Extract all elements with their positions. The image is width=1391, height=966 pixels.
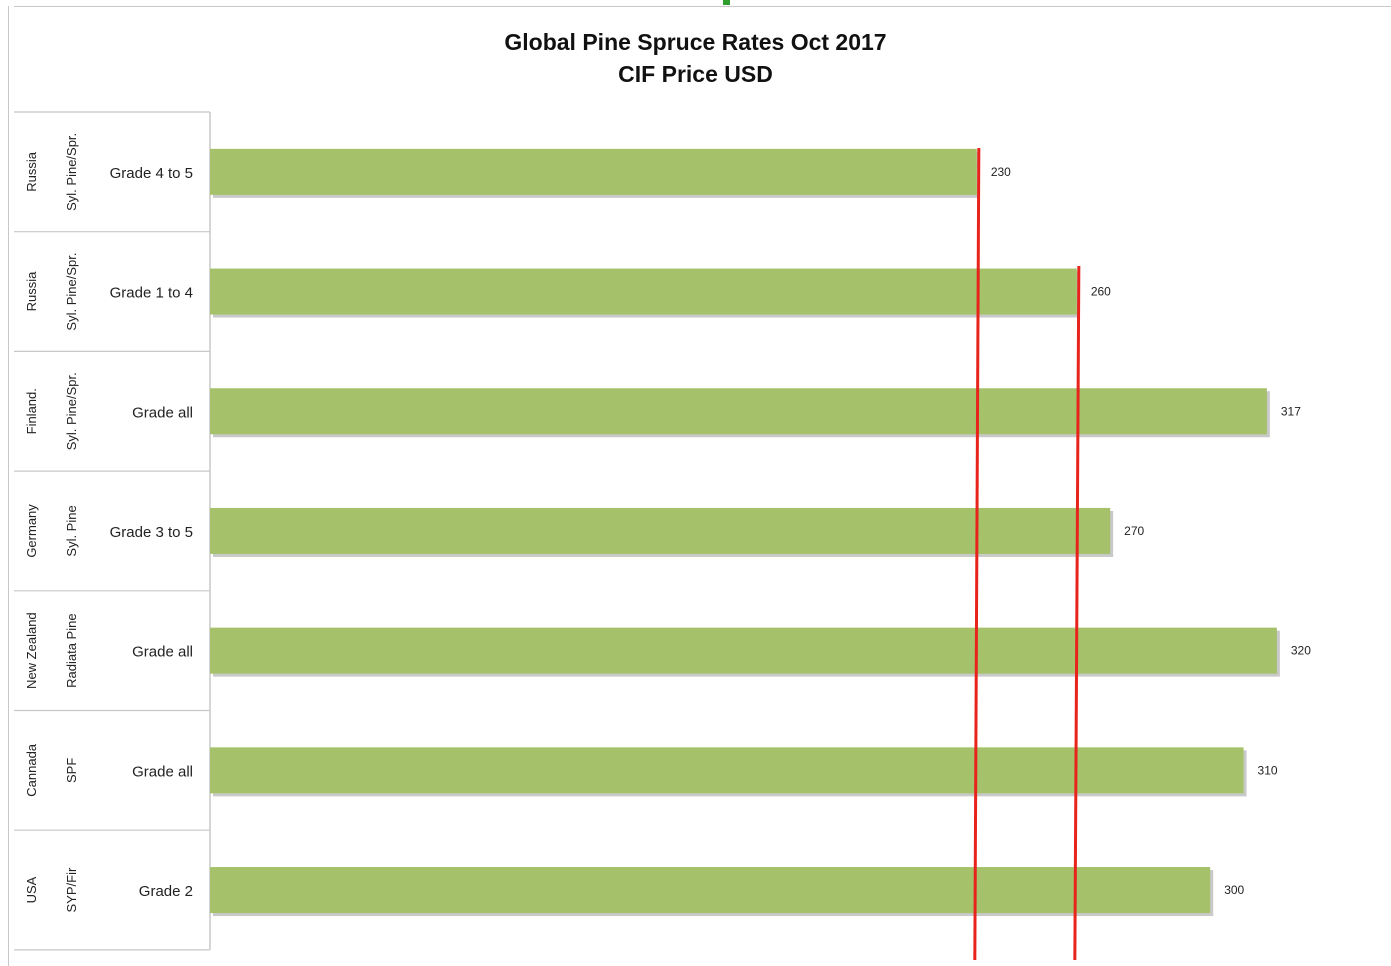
reference-line: [973, 147, 981, 961]
category-species-label: Syl. Pine/Spr.: [64, 133, 79, 211]
data-label: 230: [991, 165, 1011, 179]
bar: [210, 747, 1244, 794]
category-country-label: Cannada: [24, 743, 39, 797]
category-species-label: Syl. Pine: [64, 505, 79, 556]
category-grade-label: Grade all: [132, 763, 193, 780]
chart-title-block: Global Pine Spruce Rates Oct 2017 CIF Pr…: [0, 26, 1391, 90]
bar: [210, 867, 1211, 914]
category-grade-label: Grade 1 to 4: [110, 285, 193, 302]
category-species-label: Syl. Pine/Spr.: [64, 372, 79, 450]
category-country-label: Russia: [24, 151, 39, 192]
category-country-label: Finland.: [24, 388, 39, 434]
frame-left-border: [8, 6, 9, 966]
bar: [210, 148, 977, 195]
category-grade-label: Grade 3 to 5: [110, 524, 193, 541]
data-label: 317: [1281, 404, 1301, 418]
data-label: 270: [1124, 524, 1144, 538]
bar: [210, 268, 1077, 315]
category-grade-label: Grade 2: [139, 883, 193, 900]
category-species-label: Radiata Pine: [64, 613, 79, 687]
chart-title: Global Pine Spruce Rates Oct 2017: [504, 29, 887, 55]
category-grade-label: Grade all: [132, 404, 193, 421]
chart-subtitle: CIF Price USD: [618, 61, 773, 87]
data-label: 300: [1224, 883, 1244, 897]
frame-top-border: [14, 6, 1391, 7]
data-label: 310: [1258, 763, 1278, 777]
category-country-label: Russia: [24, 271, 39, 312]
bar: [210, 507, 1111, 554]
bar: [210, 388, 1267, 435]
selection-marker: [723, 0, 730, 5]
data-label: 260: [1091, 285, 1111, 299]
category-species-label: SYP/Fir: [64, 867, 79, 912]
category-species-label: SPF: [64, 758, 79, 783]
category-grade-label: Grade all: [132, 644, 193, 661]
category-country-label: New Zealand: [24, 612, 39, 689]
reference-line: [1073, 265, 1081, 961]
bar: [210, 627, 1277, 674]
category-country-label: USA: [24, 876, 39, 903]
category-grade-label: Grade 4 to 5: [110, 165, 193, 182]
data-label: 320: [1291, 644, 1311, 658]
category-species-label: Syl. Pine/Spr.: [64, 253, 79, 331]
category-country-label: Germany: [24, 504, 39, 558]
